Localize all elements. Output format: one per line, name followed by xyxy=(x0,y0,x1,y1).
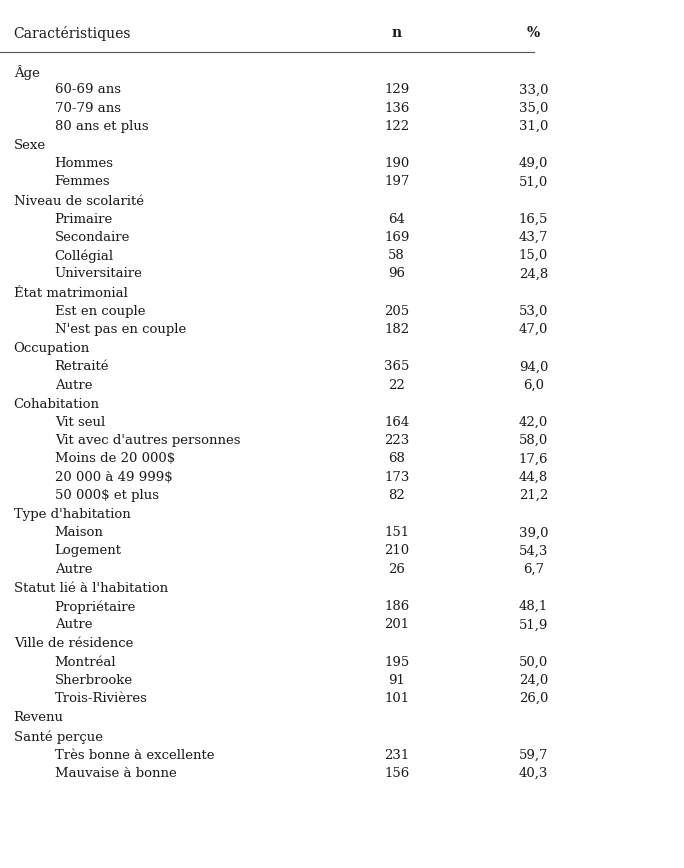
Text: 169: 169 xyxy=(384,231,410,244)
Text: 58: 58 xyxy=(389,249,405,262)
Text: Logement: Logement xyxy=(55,544,122,557)
Text: 129: 129 xyxy=(384,83,409,96)
Text: 40,3: 40,3 xyxy=(519,767,548,779)
Text: 223: 223 xyxy=(384,434,409,447)
Text: 186: 186 xyxy=(384,600,409,613)
Text: 24,8: 24,8 xyxy=(519,267,548,280)
Text: 156: 156 xyxy=(384,767,409,779)
Text: 80 ans et plus: 80 ans et plus xyxy=(55,120,148,133)
Text: 70-79 ans: 70-79 ans xyxy=(55,102,120,115)
Text: Est en couple: Est en couple xyxy=(55,305,145,318)
Text: 195: 195 xyxy=(384,655,409,668)
Text: Autre: Autre xyxy=(55,562,92,575)
Text: Autre: Autre xyxy=(55,618,92,631)
Text: 50 000$ et plus: 50 000$ et plus xyxy=(55,489,159,502)
Text: 35,0: 35,0 xyxy=(519,102,548,115)
Text: Caractéristiques: Caractéristiques xyxy=(14,26,131,41)
Text: N'est pas en couple: N'est pas en couple xyxy=(55,323,186,336)
Text: 49,0: 49,0 xyxy=(519,157,548,170)
Text: Trois-Rivières: Trois-Rivières xyxy=(55,692,148,705)
Text: 47,0: 47,0 xyxy=(519,323,548,336)
Text: Cohabitation: Cohabitation xyxy=(14,398,100,411)
Text: 122: 122 xyxy=(384,120,409,133)
Text: Type d'habitation: Type d'habitation xyxy=(14,508,131,521)
Text: Statut lié à l'habitation: Statut lié à l'habitation xyxy=(14,582,168,595)
Text: 21,2: 21,2 xyxy=(519,489,548,502)
Text: 6,0: 6,0 xyxy=(523,378,544,391)
Text: Âge: Âge xyxy=(14,65,40,80)
Text: 173: 173 xyxy=(384,470,410,483)
Text: 15,0: 15,0 xyxy=(519,249,548,262)
Text: 54,3: 54,3 xyxy=(519,544,548,557)
Text: 182: 182 xyxy=(384,323,409,336)
Text: 210: 210 xyxy=(384,544,409,557)
Text: 190: 190 xyxy=(384,157,409,170)
Text: 205: 205 xyxy=(384,305,409,318)
Text: 43,7: 43,7 xyxy=(518,231,549,244)
Text: Mauvaise à bonne: Mauvaise à bonne xyxy=(55,767,176,779)
Text: 365: 365 xyxy=(384,360,410,373)
Text: Sexe: Sexe xyxy=(14,139,46,152)
Text: 48,1: 48,1 xyxy=(519,600,548,613)
Text: 60-69 ans: 60-69 ans xyxy=(55,83,120,96)
Text: 82: 82 xyxy=(389,489,405,502)
Text: Vit avec d'autres personnes: Vit avec d'autres personnes xyxy=(55,434,240,447)
Text: 94,0: 94,0 xyxy=(519,360,548,373)
Text: Universitaire: Universitaire xyxy=(55,267,142,280)
Text: 51,0: 51,0 xyxy=(519,175,548,188)
Text: 22: 22 xyxy=(389,378,405,391)
Text: Propriétaire: Propriétaire xyxy=(55,600,136,614)
Text: 53,0: 53,0 xyxy=(519,305,548,318)
Text: 50,0: 50,0 xyxy=(519,655,548,668)
Text: 20 000 à 49 999$: 20 000 à 49 999$ xyxy=(55,470,172,483)
Text: Montréal: Montréal xyxy=(55,655,116,668)
Text: 16,5: 16,5 xyxy=(519,213,548,226)
Text: 197: 197 xyxy=(384,175,410,188)
Text: Primaire: Primaire xyxy=(55,213,113,226)
Text: 91: 91 xyxy=(389,674,405,687)
Text: 26: 26 xyxy=(389,562,405,575)
Text: 136: 136 xyxy=(384,102,410,115)
Text: Autre: Autre xyxy=(55,378,92,391)
Text: 231: 231 xyxy=(384,749,409,761)
Text: 58,0: 58,0 xyxy=(519,434,548,447)
Text: Occupation: Occupation xyxy=(14,342,90,355)
Text: 44,8: 44,8 xyxy=(519,470,548,483)
Text: Moins de 20 000$: Moins de 20 000$ xyxy=(55,452,175,465)
Text: Niveau de scolarité: Niveau de scolarité xyxy=(14,194,144,207)
Text: 164: 164 xyxy=(384,416,409,429)
Text: Collégial: Collégial xyxy=(55,249,114,263)
Text: 33,0: 33,0 xyxy=(518,83,549,96)
Text: Très bonne à excellente: Très bonne à excellente xyxy=(55,749,214,761)
Text: Sherbrooke: Sherbrooke xyxy=(55,674,133,687)
Text: Revenu: Revenu xyxy=(14,711,64,724)
Text: n: n xyxy=(392,26,402,40)
Text: 68: 68 xyxy=(389,452,405,465)
Text: État matrimonial: État matrimonial xyxy=(14,286,127,299)
Text: 24,0: 24,0 xyxy=(519,674,548,687)
Text: 64: 64 xyxy=(389,213,405,226)
Text: Santé perçue: Santé perçue xyxy=(14,731,103,744)
Text: 96: 96 xyxy=(389,267,405,280)
Text: Ville de résidence: Ville de résidence xyxy=(14,637,133,650)
Text: Maison: Maison xyxy=(55,526,103,539)
Text: Hommes: Hommes xyxy=(55,157,114,170)
Text: 151: 151 xyxy=(384,526,409,539)
Text: %: % xyxy=(527,26,540,40)
Text: 51,9: 51,9 xyxy=(519,618,548,631)
Text: Femmes: Femmes xyxy=(55,175,110,188)
Text: Vit seul: Vit seul xyxy=(55,416,105,429)
Text: 31,0: 31,0 xyxy=(519,120,548,133)
Text: 101: 101 xyxy=(384,692,409,705)
Text: 201: 201 xyxy=(384,618,409,631)
Text: 39,0: 39,0 xyxy=(518,526,549,539)
Text: 17,6: 17,6 xyxy=(518,452,549,465)
Text: 59,7: 59,7 xyxy=(518,749,549,761)
Text: Retraité: Retraité xyxy=(55,360,109,373)
Text: 6,7: 6,7 xyxy=(523,562,544,575)
Text: 26,0: 26,0 xyxy=(519,692,548,705)
Text: Secondaire: Secondaire xyxy=(55,231,130,244)
Text: 42,0: 42,0 xyxy=(519,416,548,429)
